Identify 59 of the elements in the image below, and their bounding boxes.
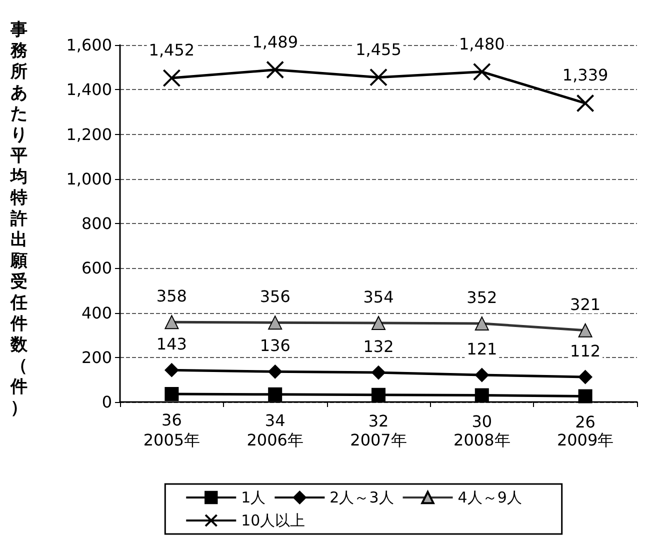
- data-label: 143: [156, 334, 187, 354]
- point: [372, 366, 386, 380]
- point: [164, 386, 179, 401]
- legend-label: 2人～3人: [330, 488, 394, 506]
- point: [268, 364, 282, 379]
- x-tick-label: 2007年: [350, 430, 407, 450]
- data-label: 352: [466, 288, 498, 307]
- x-tick-label: 2008年: [454, 430, 510, 450]
- y-tick-label: 600: [81, 258, 112, 278]
- legend-label: 1人: [241, 488, 266, 506]
- point: [268, 387, 282, 402]
- point: [268, 316, 282, 330]
- data-label: 32: [368, 411, 389, 430]
- data-label: 356: [260, 287, 290, 306]
- x-tick-label: 2006年: [246, 430, 304, 450]
- point: [474, 388, 489, 402]
- data-label: 112: [570, 342, 601, 361]
- data-label: 34: [264, 410, 286, 430]
- y-tick-label: 200: [81, 348, 112, 367]
- data-label: 132: [363, 337, 394, 356]
- y-tick-label: 1,000: [66, 169, 112, 188]
- data-label: 136: [260, 336, 290, 356]
- data-label: 36: [162, 410, 182, 430]
- x-tick-label: 2005年: [143, 430, 200, 450]
- point: [474, 316, 489, 330]
- x-tick-label: 2009年: [556, 430, 614, 450]
- data-label: 1,455: [356, 40, 402, 59]
- point: [164, 315, 179, 330]
- data-label: 121: [466, 340, 498, 358]
- y-tick-label: 1,600: [66, 36, 112, 54]
- data-label: 1,489: [252, 32, 298, 52]
- point: [472, 62, 491, 81]
- point: [474, 368, 489, 382]
- point: [266, 60, 284, 79]
- point: [372, 388, 386, 402]
- data-label: 26: [575, 412, 596, 432]
- y-tick-label: 800: [81, 214, 112, 233]
- data-label: 321: [570, 294, 601, 314]
- point: [162, 69, 181, 88]
- data-label: 354: [363, 288, 394, 307]
- point: [578, 370, 592, 384]
- data-label: 358: [156, 286, 187, 306]
- y-tick-label: 1,200: [66, 124, 112, 144]
- data-label: 1,339: [562, 66, 608, 85]
- legend-label: 4人～9人: [458, 488, 522, 506]
- point: [164, 363, 179, 378]
- text: 事務所あたり平均特許出願受任件数（件）: [10, 20, 28, 418]
- point: [578, 389, 592, 404]
- data-label: 1,480: [458, 34, 505, 54]
- point: [372, 316, 386, 330]
- data-label: 1,452: [148, 40, 195, 60]
- point: [578, 323, 592, 338]
- y-tick-label: 1,400: [66, 80, 112, 100]
- point: [370, 68, 388, 86]
- y-tick-label: 0: [102, 392, 112, 412]
- point: [576, 94, 594, 112]
- data-label: 30: [472, 412, 492, 431]
- y-tick-label: 400: [81, 303, 112, 322]
- legend-label: 10人以上: [241, 512, 306, 530]
